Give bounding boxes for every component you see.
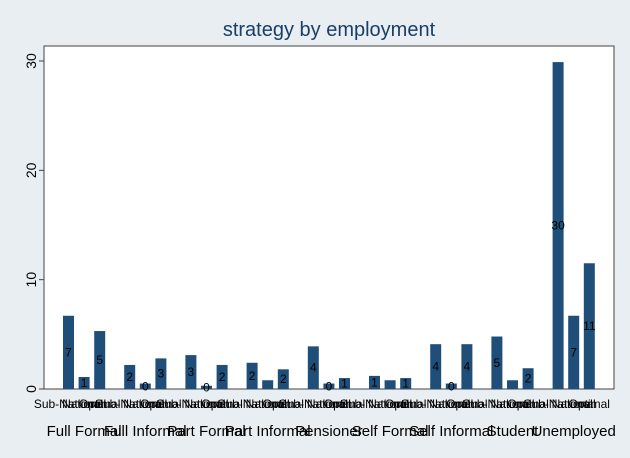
bar-tick-label: Sub-National bbox=[279, 397, 348, 411]
bar bbox=[94, 331, 106, 389]
bar-data-label: 0 bbox=[448, 379, 455, 393]
bar bbox=[124, 364, 136, 389]
bar bbox=[246, 362, 258, 389]
bar-data-label: 4 bbox=[310, 361, 317, 375]
bar-tick-label: Sub-National bbox=[523, 397, 592, 411]
bar bbox=[277, 369, 289, 389]
bar-tick-label: Sub-National bbox=[156, 397, 225, 411]
bar-tick-label: National bbox=[246, 397, 290, 411]
bar-data-label: 1 bbox=[371, 375, 378, 389]
bar-tick-label: Sub-National bbox=[34, 397, 103, 411]
group-label: Part Informal bbox=[225, 423, 311, 440]
bar-tick-label: Sub-National bbox=[95, 397, 164, 411]
bar-data-label: 1 bbox=[81, 376, 88, 390]
y-tick-label: 30 bbox=[23, 53, 39, 69]
bar-tick-label: Optimal bbox=[201, 397, 242, 411]
bar-data-label: 2 bbox=[219, 370, 226, 384]
bar-tick-label: National bbox=[429, 397, 473, 411]
chart-title: strategy by employment bbox=[223, 19, 436, 41]
bar bbox=[262, 380, 274, 389]
plot-area bbox=[43, 45, 615, 390]
bar-tick-label: National bbox=[307, 397, 351, 411]
bar-data-label: 2 bbox=[249, 369, 256, 383]
bar-data-label: 0 bbox=[203, 380, 210, 394]
bar-data-label: 7 bbox=[65, 345, 72, 359]
bar-tick-label: Sub-National bbox=[217, 397, 286, 411]
bar-tick-label: Sub-National bbox=[462, 397, 531, 411]
bar-tick-label: Optimal bbox=[263, 397, 304, 411]
group-label: Self Formal bbox=[352, 423, 429, 440]
bars bbox=[63, 62, 595, 390]
bar-tick-label: Optimal bbox=[79, 397, 120, 411]
bar-data-label: 1 bbox=[341, 377, 348, 391]
bar-tick-label: Sub-National bbox=[340, 397, 409, 411]
bar bbox=[568, 315, 580, 389]
bar bbox=[185, 355, 197, 389]
bar bbox=[400, 378, 412, 389]
bar bbox=[155, 358, 167, 389]
bar bbox=[430, 344, 442, 389]
bar bbox=[507, 380, 518, 389]
group-label: Pensioner bbox=[295, 423, 363, 440]
bar-tick-label: Optimal bbox=[446, 397, 487, 411]
group-label: Full Informal bbox=[104, 423, 187, 440]
bar-tick-label: Optimal bbox=[569, 397, 610, 411]
group-label: Unemployed bbox=[532, 423, 616, 440]
bar-data-label: 3 bbox=[158, 367, 165, 381]
bar-tick-label: Optimal bbox=[140, 397, 181, 411]
bar bbox=[461, 344, 473, 389]
bar bbox=[369, 375, 380, 389]
bar-tick-label: National bbox=[62, 397, 106, 411]
bar-data-label: 4 bbox=[464, 360, 471, 374]
y-axis: 0 10 20 30 bbox=[23, 53, 44, 393]
bar-data-label: 2 bbox=[126, 370, 133, 384]
bar-data-label: 5 bbox=[494, 356, 501, 370]
bar bbox=[552, 62, 564, 390]
bar-tick-label: Optimal bbox=[324, 397, 365, 411]
bar bbox=[522, 368, 534, 389]
bar-data-label: 3 bbox=[188, 365, 195, 379]
bar-data-label: 2 bbox=[525, 372, 532, 386]
y-tick-label: 10 bbox=[23, 272, 39, 288]
bar-tick-label: Sub-National bbox=[401, 397, 470, 411]
bar-data-label: 7 bbox=[570, 345, 577, 359]
bar-data-label: 11 bbox=[583, 319, 596, 333]
x-tick-labels: Sub-NationalNationalOptimalSub-NationalN… bbox=[34, 397, 610, 411]
bar-data-label: 2 bbox=[280, 372, 287, 386]
bar bbox=[491, 336, 503, 389]
bar bbox=[583, 263, 595, 389]
bar bbox=[384, 380, 396, 389]
bar-tick-label: Optimal bbox=[385, 397, 426, 411]
bar-data-label: 30 bbox=[551, 219, 565, 233]
bar-data-label: 1 bbox=[402, 377, 409, 391]
bar bbox=[201, 385, 212, 389]
bar bbox=[323, 383, 335, 389]
bar-data-label: 5 bbox=[96, 353, 103, 367]
bar bbox=[216, 364, 228, 389]
bar-tick-label: National bbox=[368, 397, 412, 411]
bar bbox=[139, 383, 151, 389]
bar-tick-label: National bbox=[184, 397, 228, 411]
bar bbox=[63, 315, 74, 389]
bar-data-label: 4 bbox=[432, 360, 439, 374]
bar-tick-label: National bbox=[123, 397, 167, 411]
bar bbox=[307, 346, 319, 389]
bar bbox=[339, 378, 350, 389]
bar-tick-label: Optimal bbox=[507, 397, 548, 411]
bar bbox=[78, 376, 90, 389]
bar-data-label: 0 bbox=[326, 379, 333, 393]
bar-data-label: 0 bbox=[142, 379, 149, 393]
group-label: Student bbox=[487, 423, 540, 440]
bar-tick-label: National bbox=[490, 397, 534, 411]
group-label: Self Informal bbox=[409, 423, 493, 440]
group-label: Full Formal bbox=[47, 423, 122, 440]
group-label: Part Formal bbox=[167, 423, 245, 440]
y-tick-label: 20 bbox=[23, 162, 39, 178]
bar-tick-label: National bbox=[552, 397, 596, 411]
y-tick-label: 0 bbox=[23, 385, 39, 393]
bar bbox=[445, 383, 457, 389]
